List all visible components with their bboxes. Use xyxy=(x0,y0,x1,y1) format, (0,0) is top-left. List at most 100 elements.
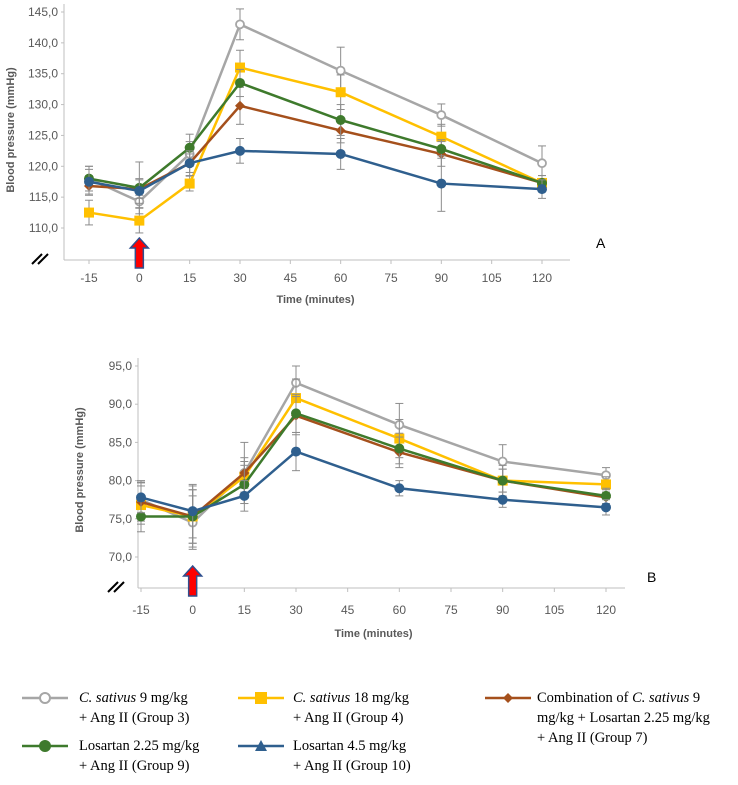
y-axis-title: Blood pressure (mmHg) xyxy=(5,67,17,193)
data-point xyxy=(235,77,245,88)
data-point xyxy=(184,158,195,169)
legend-marker-group4 xyxy=(238,692,284,704)
legend-label-line2: + Ang II (Group 3) xyxy=(79,710,190,726)
legend-label-italic: C. sativus xyxy=(293,690,351,706)
series-line xyxy=(88,104,543,191)
injection-arrow-icon xyxy=(128,236,151,269)
panel-label: B xyxy=(647,569,656,585)
legend-marker-group3 xyxy=(22,692,68,704)
legend-marker-group9 xyxy=(22,740,68,752)
x-tick-label: 120 xyxy=(532,271,552,285)
series-2 xyxy=(136,396,611,544)
series-2 xyxy=(84,86,547,199)
panel-b-chart: 70,0 75,0 80,0 85,0 90,0 95,0 -15 0 15 30 45 60 75 90… xyxy=(74,358,656,640)
x-tick-label: 105 xyxy=(544,603,564,617)
series-1 xyxy=(84,49,547,234)
data-point xyxy=(134,215,145,226)
legend-label: 9 xyxy=(689,690,701,706)
x-tick-label: 15 xyxy=(238,603,252,617)
series-0 xyxy=(84,8,547,209)
x-tick-label: 60 xyxy=(393,603,407,617)
x-tick-label: 0 xyxy=(189,603,196,617)
data-point xyxy=(235,62,245,73)
y-tick-label: 145,0 xyxy=(28,5,58,19)
legend-label: 9 mg/kg xyxy=(136,690,188,706)
data-point xyxy=(436,131,447,142)
injection-arrow-icon xyxy=(181,564,204,597)
y-tick-label: 110,0 xyxy=(29,221,58,235)
y-tick-label: 75,0 xyxy=(109,512,133,526)
x-tick-label: 0 xyxy=(136,271,143,285)
data-point xyxy=(601,502,611,513)
data-point xyxy=(136,511,146,522)
legend-label-pre: Combination of xyxy=(537,690,633,706)
series-line xyxy=(140,396,607,518)
data-point xyxy=(335,87,346,98)
series-line xyxy=(88,66,543,222)
data-point xyxy=(601,479,611,490)
legend-label-italic: C. sativus xyxy=(79,690,137,706)
y-tick-label: 90,0 xyxy=(109,397,133,411)
x-tick-label: 105 xyxy=(482,271,502,285)
y-tick-label: 80,0 xyxy=(109,474,133,488)
data-point xyxy=(335,65,346,76)
legend: C. sativus 9 mg/kg + Ang II (Group 3) C.… xyxy=(0,680,738,785)
legend-label-line2: + Ang II (Group 9) xyxy=(79,758,190,774)
axis-break-mark xyxy=(31,253,43,265)
y-tick-label: 120,0 xyxy=(28,159,58,173)
x-tick-label: 60 xyxy=(334,271,348,285)
axis-break-mark xyxy=(113,581,125,593)
data-point xyxy=(537,184,547,195)
x-tick-label: 90 xyxy=(435,271,449,285)
data-point xyxy=(497,475,508,486)
x-tick-label: 45 xyxy=(284,271,298,285)
y-tick-label: 140,0 xyxy=(28,36,58,50)
data-point xyxy=(136,492,146,503)
data-point xyxy=(601,490,611,501)
figure: 110,0 115,0 120,0 125,0 130,0 135,0 140,0 145,0… xyxy=(5,4,656,640)
data-point xyxy=(497,456,508,467)
data-point xyxy=(335,148,346,159)
data-point xyxy=(84,207,94,218)
data-point xyxy=(239,490,250,501)
x-tick-label: 120 xyxy=(596,603,616,617)
data-point xyxy=(335,115,346,125)
series-1 xyxy=(136,378,611,544)
y-tick-label: 70,0 xyxy=(109,550,133,564)
panel-label: A xyxy=(596,235,606,251)
y-tick-label: 125,0 xyxy=(28,128,58,142)
series-3 xyxy=(84,68,547,215)
data-point xyxy=(394,443,405,454)
data-point xyxy=(497,494,508,505)
y-tick-label: 135,0 xyxy=(28,67,58,81)
series-0 xyxy=(136,365,611,550)
x-axis-title: Time (minutes) xyxy=(334,628,412,640)
y-tick-label: 130,0 xyxy=(28,98,58,112)
data-point xyxy=(134,185,145,196)
legend-marker-group10 xyxy=(238,740,284,751)
x-tick-label: 75 xyxy=(444,603,458,617)
legend-marker-group7 xyxy=(485,693,531,703)
x-axis-title: Time (minutes) xyxy=(276,294,354,306)
legend-label: Losartan 4.5 mg/kg xyxy=(293,738,407,754)
axis-break-mark xyxy=(37,253,49,265)
y-tick-label: 85,0 xyxy=(109,435,133,449)
series-4 xyxy=(136,431,611,539)
x-tick-label: 90 xyxy=(496,603,510,617)
y-tick-label: 115,0 xyxy=(29,190,58,204)
legend-label-line2: mg/kg + Losartan 2.25 mg/kg xyxy=(537,710,710,726)
legend-label-line2: + Ang II (Group 10) xyxy=(293,758,411,774)
x-tick-label: 15 xyxy=(183,271,197,285)
data-point xyxy=(436,110,447,120)
data-point xyxy=(187,506,198,517)
legend-label-italic: C. sativus xyxy=(632,690,690,706)
legend-label: 18 mg/kg xyxy=(350,690,410,706)
data-point xyxy=(184,178,195,189)
legend-label-line2: + Ang II (Group 4) xyxy=(293,710,404,726)
data-point xyxy=(184,142,195,153)
series-3 xyxy=(136,393,611,548)
data-point xyxy=(84,176,94,187)
data-point xyxy=(394,483,405,494)
x-tick-label: 45 xyxy=(341,603,355,617)
data-point xyxy=(235,100,245,111)
